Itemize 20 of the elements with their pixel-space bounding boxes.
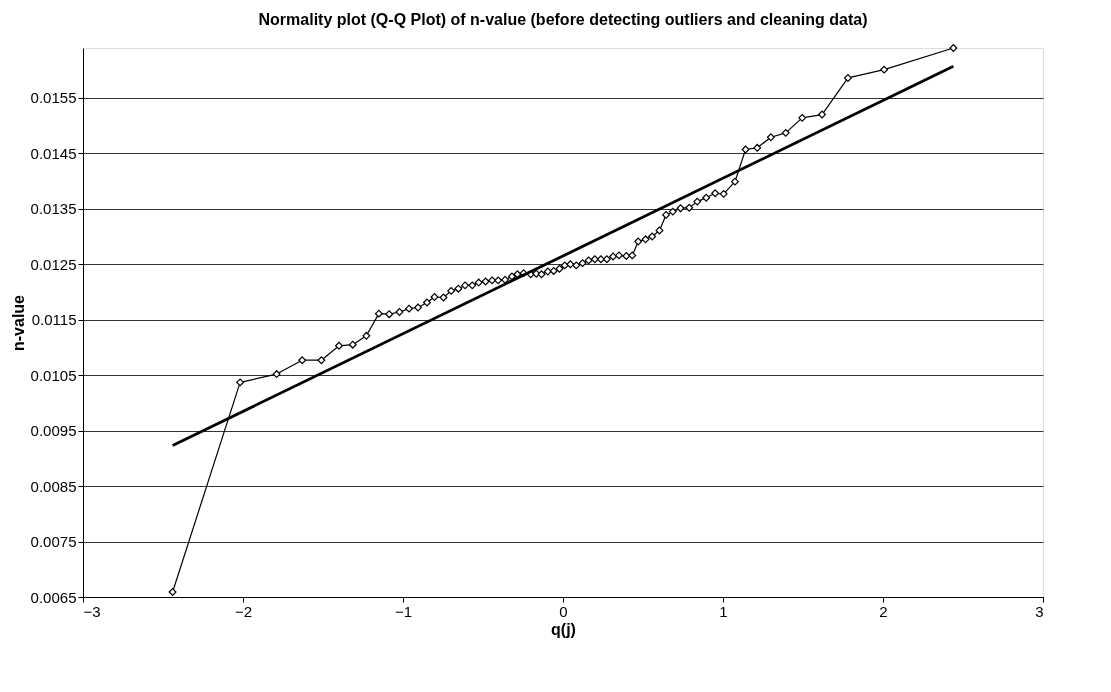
y-tick-label: 0.0085 bbox=[30, 477, 77, 495]
y-tick-label: 0.0095 bbox=[30, 422, 77, 440]
y-tick-label: 0.0105 bbox=[30, 366, 77, 384]
x-tick-label: 2 bbox=[879, 602, 888, 620]
y-axis-title: n-value bbox=[9, 294, 27, 352]
x-tick-label: −2 bbox=[234, 602, 253, 620]
y-tick-label: 0.0115 bbox=[31, 311, 77, 329]
x-tick-label: 1 bbox=[719, 602, 728, 620]
y-tick-label: 0.0125 bbox=[30, 255, 77, 273]
y-tick-label: 0.0075 bbox=[30, 533, 77, 551]
x-tick-label: −3 bbox=[83, 602, 101, 620]
x-tick-label: 3 bbox=[1035, 602, 1044, 620]
y-tick-label: 0.0145 bbox=[30, 144, 77, 162]
x-axis-title: q(j) bbox=[551, 620, 576, 638]
x-tick-label: 0 bbox=[559, 602, 568, 620]
y-tick-label: 0.0155 bbox=[30, 89, 77, 107]
y-tick-label: 0.0135 bbox=[30, 200, 77, 218]
x-tick-label: −1 bbox=[394, 602, 413, 620]
y-tick-label: 0.0065 bbox=[30, 588, 77, 606]
chart-title: Normality plot (Q-Q Plot) of n-value (before detecting outliers and cleaning data) bbox=[258, 11, 868, 29]
